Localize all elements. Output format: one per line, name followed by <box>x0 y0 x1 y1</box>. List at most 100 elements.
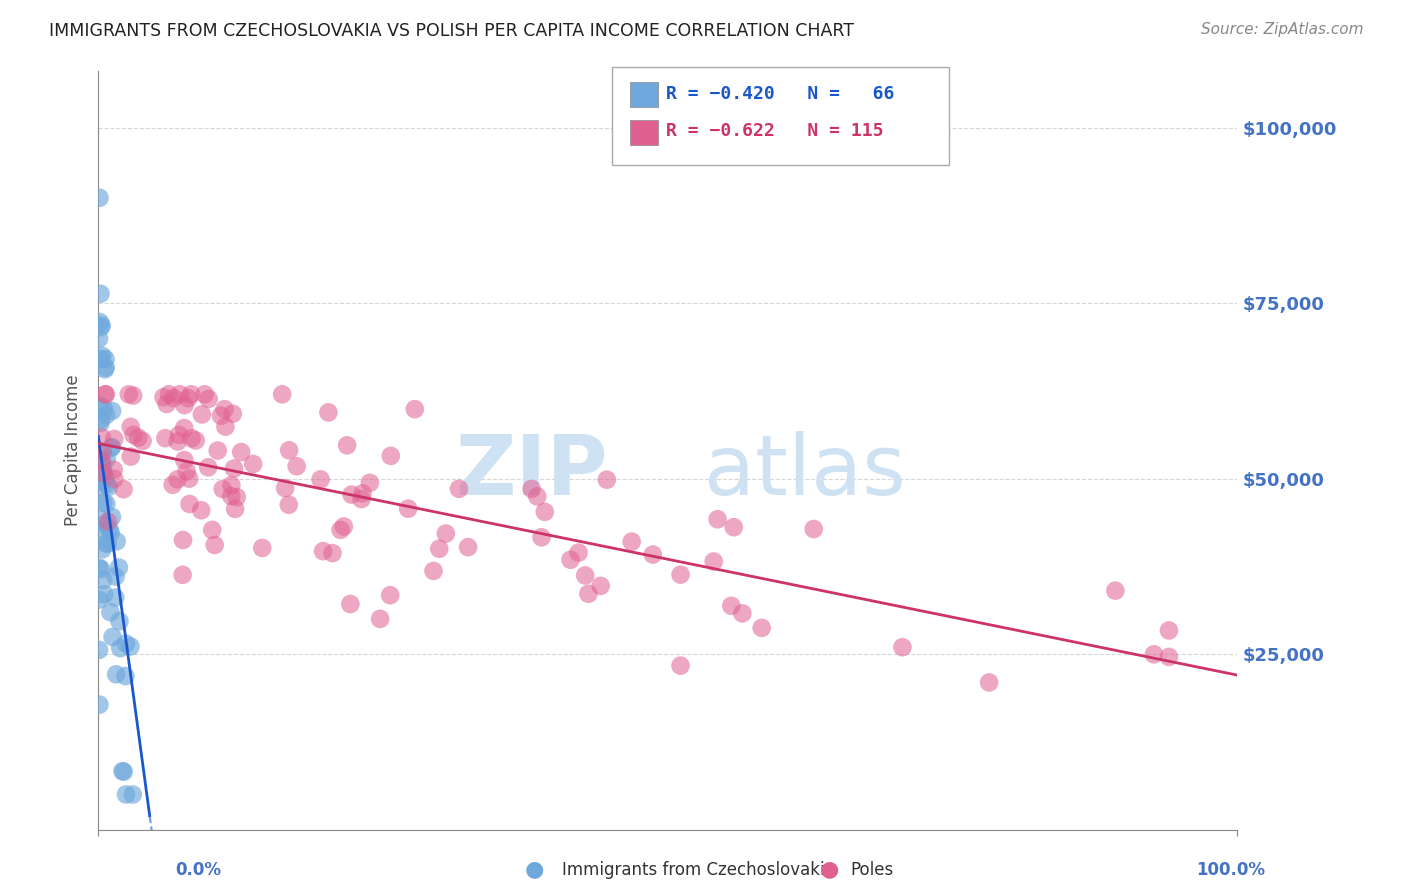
Point <box>87 643 110 657</box>
Point <box>91 445 114 459</box>
Point <box>90 472 112 486</box>
Point <box>103 432 125 446</box>
Point <box>93 401 115 416</box>
Point <box>211 482 233 496</box>
Point <box>94 360 117 375</box>
Point <box>434 526 457 541</box>
Text: atlas: atlas <box>703 431 905 512</box>
Point <box>589 579 612 593</box>
Point <box>96 451 118 466</box>
Point <box>723 520 745 534</box>
Point <box>112 482 135 496</box>
Point <box>110 641 132 656</box>
Point <box>977 675 1000 690</box>
Point <box>350 492 373 507</box>
Point <box>339 597 361 611</box>
Point <box>87 460 110 475</box>
Point <box>560 552 582 566</box>
Point <box>115 637 138 651</box>
Point <box>104 591 127 605</box>
Point <box>89 470 111 484</box>
Point <box>285 459 308 474</box>
Point <box>156 397 179 411</box>
Point <box>172 567 194 582</box>
Point <box>91 542 114 557</box>
Point <box>427 541 450 556</box>
Point <box>242 457 264 471</box>
Y-axis label: Per Capita Income: Per Capita Income <box>65 375 83 526</box>
Point <box>526 490 548 504</box>
Text: ZIP: ZIP <box>456 431 607 512</box>
Point <box>94 470 117 484</box>
Text: R = −0.622   N = 115: R = −0.622 N = 115 <box>666 122 884 140</box>
Point <box>340 487 363 501</box>
Point <box>91 464 114 478</box>
Point <box>115 788 138 802</box>
Point <box>176 464 198 478</box>
Point <box>97 536 120 550</box>
Point <box>173 421 195 435</box>
Point <box>121 788 143 802</box>
Point <box>204 538 226 552</box>
Point <box>231 445 253 459</box>
Point <box>520 482 543 496</box>
Point <box>169 387 191 401</box>
Point <box>89 416 111 430</box>
Point <box>224 502 246 516</box>
Point <box>190 503 212 517</box>
Text: Source: ZipAtlas.com: Source: ZipAtlas.com <box>1201 22 1364 37</box>
Point <box>97 515 120 529</box>
Point <box>309 472 332 486</box>
Point <box>87 560 110 574</box>
Point <box>751 621 773 635</box>
Text: Immigrants from Czechoslovakia: Immigrants from Czechoslovakia <box>562 861 835 879</box>
Point <box>112 764 135 779</box>
Point <box>166 472 188 486</box>
Point <box>274 481 297 495</box>
Point <box>101 630 124 644</box>
Point <box>114 669 136 683</box>
Point <box>703 554 725 568</box>
Point <box>891 640 914 655</box>
Point <box>93 587 115 601</box>
Point <box>1143 648 1166 662</box>
Point <box>101 404 124 418</box>
Point <box>94 387 117 401</box>
Text: R = −0.420   N =   66: R = −0.420 N = 66 <box>666 85 894 103</box>
Point <box>172 533 194 547</box>
Point <box>184 434 207 448</box>
Point <box>194 387 217 401</box>
Point <box>380 588 402 602</box>
Point <box>90 430 112 444</box>
Text: ●: ● <box>820 860 839 880</box>
Point <box>89 191 111 205</box>
Point <box>214 402 236 417</box>
Point <box>94 362 117 376</box>
Point <box>89 286 111 301</box>
Point <box>396 501 419 516</box>
Point <box>90 318 112 333</box>
Point <box>312 544 335 558</box>
Point <box>162 391 184 405</box>
Point <box>120 420 142 434</box>
Point <box>91 460 114 475</box>
Point <box>574 568 596 582</box>
Point <box>90 351 112 366</box>
Point <box>180 431 202 445</box>
Point <box>103 472 125 486</box>
Point <box>90 513 112 527</box>
Point <box>197 460 219 475</box>
Text: Poles: Poles <box>851 861 894 879</box>
Point <box>278 443 301 458</box>
Point <box>90 562 112 576</box>
Point <box>201 523 224 537</box>
Point <box>89 315 111 329</box>
Point <box>447 482 470 496</box>
Point <box>177 391 200 405</box>
Point <box>173 453 195 467</box>
Point <box>352 486 374 500</box>
Point <box>120 450 142 464</box>
Point <box>359 475 381 490</box>
Point <box>620 534 643 549</box>
Point <box>1104 583 1126 598</box>
